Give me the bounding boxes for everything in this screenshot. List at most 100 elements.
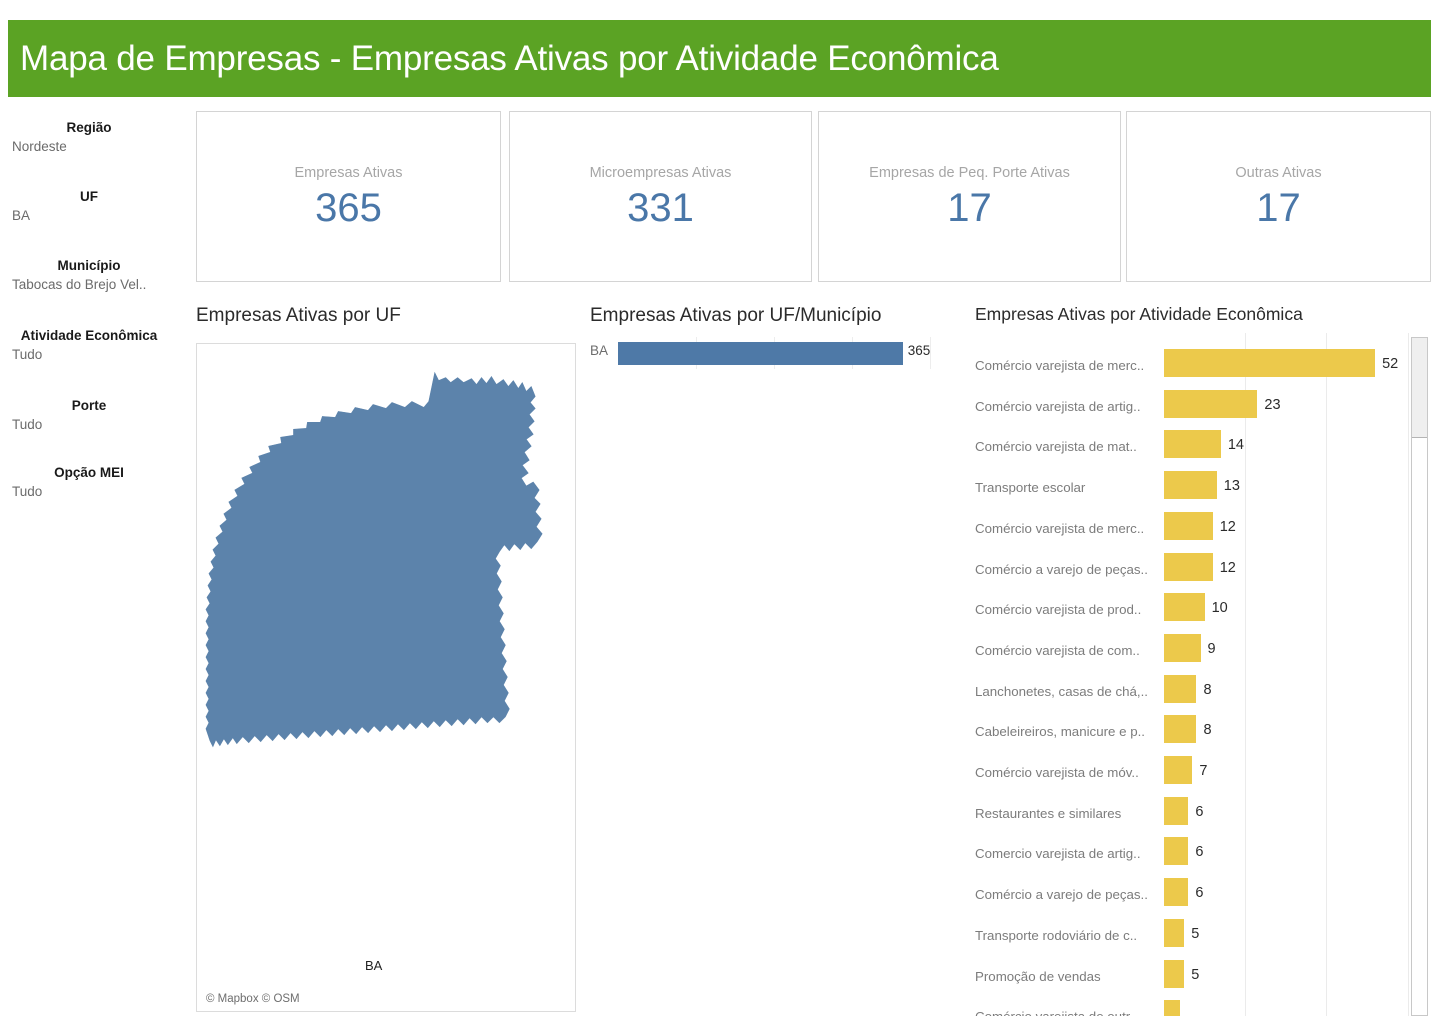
- activity-bar[interactable]: [1164, 918, 1185, 947]
- filter-value[interactable]: Tudo: [12, 484, 43, 499]
- filter-1[interactable]: Região Nordeste: [0, 119, 186, 157]
- filter-label: Região: [66, 120, 112, 135]
- activity-bar-value-label: 8: [1203, 722, 1212, 739]
- filter-2[interactable]: UF BA: [0, 188, 186, 226]
- state-bahia-shape[interactable]: [205, 371, 543, 748]
- activity-bar[interactable]: [1164, 878, 1189, 907]
- page-title: Mapa de Empresas - Empresas Ativas por A…: [20, 38, 999, 78]
- activity-bar[interactable]: [1164, 959, 1185, 988]
- activity-category-label: Transporte rodoviário de c..: [975, 927, 1138, 943]
- kpi-label: Empresas de Peq. Porte Ativas: [869, 164, 1070, 181]
- filter-value[interactable]: BA: [12, 208, 31, 223]
- map-state-label: BA: [365, 958, 383, 973]
- kpi-value: 17: [1256, 185, 1301, 230]
- filter-3[interactable]: Município Tabocas do Brejo Vel..: [0, 257, 186, 295]
- filter-label: Município: [57, 258, 121, 273]
- activity-bar[interactable]: [1164, 511, 1213, 540]
- activity-bar-row[interactable]: Comércio varejista de com.. 9: [975, 629, 1405, 670]
- activity-category-label: Comércio varejista de móv..: [975, 765, 1139, 780]
- kpi-card[interactable]: Outras Ativas 17: [1126, 111, 1431, 282]
- kpi-card[interactable]: Empresas Ativas 365: [196, 111, 501, 282]
- filter-5[interactable]: Porte Tudo: [0, 397, 186, 435]
- activity-bar[interactable]: [1164, 552, 1213, 581]
- filter-value[interactable]: Tabocas do Brejo Vel..: [12, 277, 147, 292]
- activity-bar[interactable]: [1164, 674, 1197, 703]
- activity-bar-row[interactable]: Comércio varejista de artig.. 23: [975, 385, 1405, 426]
- activity-bar[interactable]: [1164, 471, 1217, 500]
- kpi-card-row: Empresas Ativas 365 Microempresas Ativas 33…: [196, 111, 1431, 282]
- activity-bar[interactable]: [1164, 389, 1258, 418]
- activity-bar[interactable]: [1164, 593, 1205, 622]
- activity-bar-row[interactable]: Comércio varejista de prod.. 10: [975, 588, 1405, 629]
- filter-6[interactable]: Opção MEI Tudo: [0, 464, 186, 502]
- dashboard-header: Mapa de Empresas - Empresas Ativas por A…: [8, 20, 1431, 97]
- activity-bar[interactable]: [1164, 837, 1189, 866]
- activity-bar[interactable]: [1164, 756, 1193, 784]
- uf-bar-category-label: BA: [590, 343, 609, 358]
- filter-4[interactable]: Atividade Econômica Tudo: [0, 327, 186, 365]
- activity-bar-value-label: 5: [1191, 925, 1200, 942]
- activity-bar-row[interactable]: Comércio varejista de móv.. 7: [975, 751, 1405, 792]
- activity-bar[interactable]: [1164, 1000, 1181, 1016]
- activity-bar-value-label: 7: [1199, 763, 1208, 779]
- activity-bar-row[interactable]: Comércio varejista de mat.. 14: [975, 425, 1405, 466]
- activity-bar-row[interactable]: Restaurantes e similares 6: [975, 792, 1405, 833]
- filter-value[interactable]: Tudo: [12, 347, 43, 362]
- activity-bar-value-label: 8: [1203, 681, 1212, 698]
- activity-category-label: Comércio varejista de merc..: [975, 358, 1145, 373]
- activity-bar-chart[interactable]: Comércio varejista de merc.. 52 Comércio v…: [975, 333, 1439, 1016]
- kpi-card[interactable]: Empresas de Peq. Porte Ativas 17: [818, 111, 1121, 282]
- activity-chart-scrollbar[interactable]: [1411, 337, 1428, 1016]
- activity-category-label: Promoção de vendas: [975, 968, 1101, 984]
- map-panel[interactable]: BA © Mapbox © OSM: [196, 343, 576, 1012]
- activity-bar-row[interactable]: Transporte rodoviário de c.. 5: [975, 914, 1405, 955]
- activity-bar[interactable]: [1164, 633, 1201, 662]
- activity-category-label: Comércio varejista de prod..: [975, 602, 1142, 618]
- activity-category-label: Comércio varejista de outr..: [975, 1007, 1160, 1016]
- activity-bar-value-label: 6: [1195, 803, 1204, 820]
- filter-label: Opção MEI: [54, 465, 124, 480]
- activity-bar[interactable]: [1164, 796, 1189, 825]
- activity-bar-value-label: 12: [1219, 518, 1236, 535]
- kpi-card[interactable]: Microempresas Ativas 331: [509, 111, 812, 282]
- activity-category-label: Comércio varejista de merc..: [975, 520, 1145, 536]
- activity-bar-row[interactable]: Promoção de vendas 5: [975, 955, 1405, 996]
- activity-bar-row[interactable]: Comércio a varejo de peças.. 6: [975, 873, 1405, 914]
- uf-municipio-bar-chart[interactable]: BA 365: [590, 337, 960, 369]
- activity-bar-row[interactable]: Transporte escolar 13: [975, 466, 1405, 507]
- filter-value[interactable]: Nordeste: [12, 139, 67, 154]
- activity-bar-value-label: 13: [1223, 478, 1240, 495]
- activity-bar-row[interactable]: Comercio varejista de artig.. 6: [975, 832, 1405, 873]
- activity-bar[interactable]: [1164, 349, 1376, 377]
- activity-bar-value-label: 52: [1382, 356, 1399, 372]
- kpi-value: 17: [947, 185, 992, 230]
- brazil-state-map[interactable]: [197, 344, 575, 1011]
- map-attribution: © Mapbox © OSM: [203, 992, 303, 1006]
- activity-bar-row[interactable]: Comércio varejista de merc.. 12: [975, 507, 1405, 548]
- activity-bar[interactable]: [1164, 430, 1221, 459]
- activity-chart-scrollbar-thumb[interactable]: [1412, 338, 1427, 438]
- activity-category-label: Comércio a varejo de peças..: [975, 887, 1148, 903]
- uf-panel-title: Empresas Ativas por UF/Município: [590, 305, 882, 326]
- kpi-value: 331: [627, 185, 694, 230]
- kpi-value: 365: [315, 185, 382, 230]
- activity-category-label: Comércio a varejo de peças..: [975, 561, 1148, 577]
- activity-bar-value-label: 10: [1211, 600, 1228, 617]
- uf-bar[interactable]: [618, 342, 903, 365]
- activity-bar-row[interactable]: Cabeleireiros, manicure e p.. 8: [975, 710, 1405, 751]
- activity-bar-row[interactable]: Comércio varejista de merc.. 52: [975, 344, 1405, 385]
- activity-category-label: Transporte escolar: [975, 480, 1086, 496]
- activity-bar-value-label: 6: [1195, 844, 1204, 861]
- activity-category-label: Comércio varejista de mat..: [975, 439, 1137, 455]
- filter-value[interactable]: Tudo: [12, 417, 43, 432]
- activity-category-label: Lanchonetes, casas de chá,..: [975, 683, 1148, 699]
- activity-bar-value-label: 12: [1219, 559, 1236, 576]
- activity-bar-row[interactable]: Comércio a varejo de peças.. 12: [975, 548, 1405, 589]
- activity-bar-row[interactable]: Comércio varejista de outr..: [975, 995, 1405, 1016]
- kpi-label: Outras Ativas: [1235, 164, 1322, 181]
- map-panel-title: Empresas Ativas por UF: [196, 305, 401, 326]
- activity-bar-row[interactable]: Lanchonetes, casas de chá,.. 8: [975, 670, 1405, 711]
- activity-bar[interactable]: [1164, 715, 1197, 744]
- gridline: [1326, 333, 1328, 1016]
